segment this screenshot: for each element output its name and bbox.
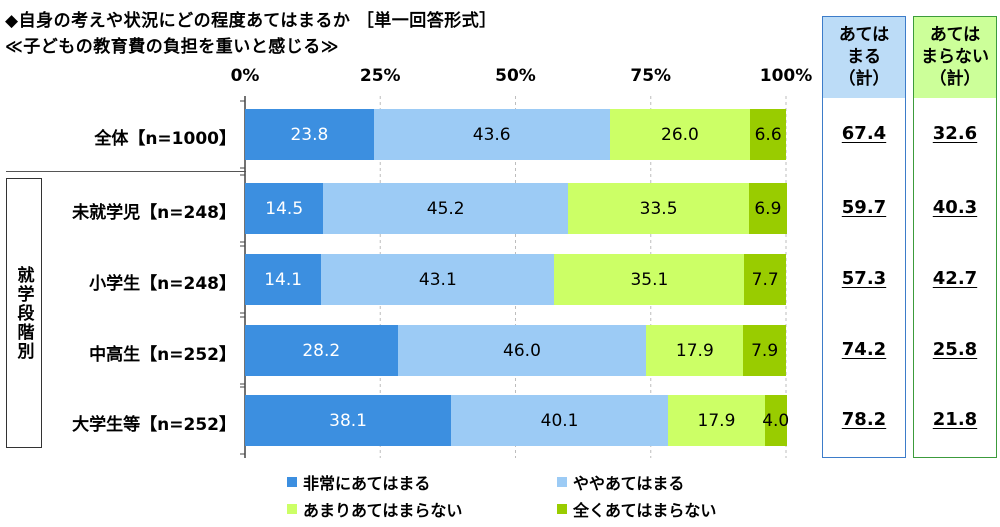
row-label: 大学生等【n=252】 <box>72 415 236 435</box>
data-label: 14.5 <box>265 198 304 219</box>
x-tick-label: 50% <box>495 66 536 86</box>
legend-label: 全くあてはまらない <box>573 501 717 520</box>
data-label: 7.7 <box>751 269 779 290</box>
agree-total-column <box>822 16 906 458</box>
x-tick-label: 25% <box>359 66 401 86</box>
very-segment: 14.1 <box>245 254 322 305</box>
not-at-all-segment: 7.9 <box>743 325 786 376</box>
data-label: 26.0 <box>661 124 699 145</box>
agree-total-value: 67.4 <box>841 123 887 144</box>
data-label: 17.9 <box>697 410 736 431</box>
disagree-header-line-1: あては <box>929 25 981 45</box>
x-tick-label: 100% <box>759 66 813 86</box>
disagree-total-value: 42.7 <box>932 268 978 289</box>
legend-swatch <box>557 477 567 487</box>
agree-total-value: 74.2 <box>841 339 887 360</box>
legend-somewhat: ややあてはまる <box>557 470 684 494</box>
data-label: 7.9 <box>751 340 779 361</box>
agree-total-value: 57.3 <box>841 268 887 289</box>
data-label: 33.5 <box>639 198 678 219</box>
disagree-total-value: 21.8 <box>932 409 978 430</box>
data-label: 14.1 <box>264 269 303 290</box>
data-label: 28.2 <box>302 340 341 361</box>
not-much-segment: 35.1 <box>554 254 745 305</box>
data-label: 40.1 <box>540 410 579 431</box>
somewhat-segment: 40.1 <box>451 395 669 446</box>
agree-header-line-3: （計） <box>838 69 890 89</box>
legend-swatch <box>557 504 567 514</box>
somewhat-segment: 45.2 <box>323 183 568 234</box>
x-tick-label: 75% <box>630 66 672 86</box>
data-label: 23.8 <box>290 124 329 145</box>
disagree-total-value: 40.3 <box>932 197 978 218</box>
not-at-all-segment: 6.6 <box>750 109 786 160</box>
row-label: 未就学児【n=248】 <box>72 203 236 223</box>
legend-swatch <box>287 477 297 487</box>
agree-header-line-2: まる <box>847 47 881 67</box>
disagree-total-column <box>913 16 997 458</box>
not-much-segment: 17.9 <box>668 395 765 446</box>
row-label: 小学生【n=248】 <box>89 274 236 294</box>
agree-header-line-1: あては <box>838 25 890 45</box>
chart-question-title: ◆自身の考えや状況にどの程度あてはまるか ［単一回答形式］ <box>5 11 497 31</box>
disagree-total-value: 32.6 <box>932 123 978 144</box>
stacked-bar: 38.1 40.1 17.9 4.0 <box>245 395 790 446</box>
legend-label: 非常にあてはまる <box>303 474 431 493</box>
data-label: 46.0 <box>503 340 541 361</box>
stacked-bar: 28.2 46.0 17.9 7.9 <box>245 325 786 376</box>
chart-subtitle: ≪子どもの教育費の負担を重いと感じる≫ <box>5 37 340 57</box>
legend-not-at-all: 全くあてはまらない <box>557 497 716 521</box>
disagree-total-value: 25.8 <box>932 339 978 360</box>
not-at-all-segment: 4.0 <box>762 395 790 446</box>
somewhat-segment: 46.0 <box>397 325 647 376</box>
disagree-header-line-2: まらない <box>921 47 989 67</box>
not-much-segment: 17.9 <box>646 325 744 376</box>
legend-label: あまりあてはまらない <box>303 501 463 520</box>
group-label: 就学段階別 <box>13 265 34 361</box>
not-at-all-segment: 6.9 <box>749 183 787 234</box>
very-segment: 28.2 <box>245 325 398 376</box>
very-segment: 23.8 <box>245 109 374 160</box>
row-label: 全体【n=1000】 <box>94 129 236 149</box>
somewhat-segment: 43.6 <box>373 109 610 160</box>
agree-total-value: 78.2 <box>841 409 887 430</box>
somewhat-segment: 43.1 <box>321 254 555 305</box>
data-label: 45.2 <box>426 198 465 219</box>
data-label: 43.1 <box>418 269 457 290</box>
group-label-box: 就学段階別 <box>6 178 42 448</box>
agree-total-value: 59.7 <box>841 197 887 218</box>
legend-not-much: あまりあてはまらない <box>287 497 462 521</box>
data-label: 4.0 <box>762 410 790 431</box>
not-at-all-segment: 7.7 <box>744 254 786 305</box>
data-label: 35.1 <box>630 269 669 290</box>
not-much-segment: 33.5 <box>567 183 750 234</box>
section-divider <box>6 171 246 172</box>
stacked-bar: 14.1 43.1 35.1 7.7 <box>245 254 786 305</box>
data-label: 38.1 <box>329 410 367 431</box>
agree-total-header: あては まる （計） <box>822 16 906 98</box>
stacked-bar: 14.5 45.2 33.5 6.9 <box>245 183 787 234</box>
data-label: 6.6 <box>754 124 782 145</box>
legend-very: 非常にあてはまる <box>287 470 430 494</box>
disagree-header-line-3: （計） <box>929 69 981 89</box>
x-tick-label: 0% <box>230 66 260 86</box>
very-segment: 14.5 <box>245 183 324 234</box>
disagree-total-header: あては まらない （計） <box>913 16 997 98</box>
data-label: 43.6 <box>472 124 511 145</box>
data-label: 17.9 <box>675 340 714 361</box>
row-label: 中高生【n=252】 <box>89 345 236 365</box>
very-segment: 38.1 <box>245 395 452 446</box>
data-label: 6.9 <box>754 198 782 219</box>
legend-swatch <box>287 504 297 514</box>
not-much-segment: 26.0 <box>609 109 751 160</box>
stacked-bar: 23.8 43.6 26.0 6.6 <box>245 109 786 160</box>
legend-label: ややあてはまる <box>573 474 685 493</box>
